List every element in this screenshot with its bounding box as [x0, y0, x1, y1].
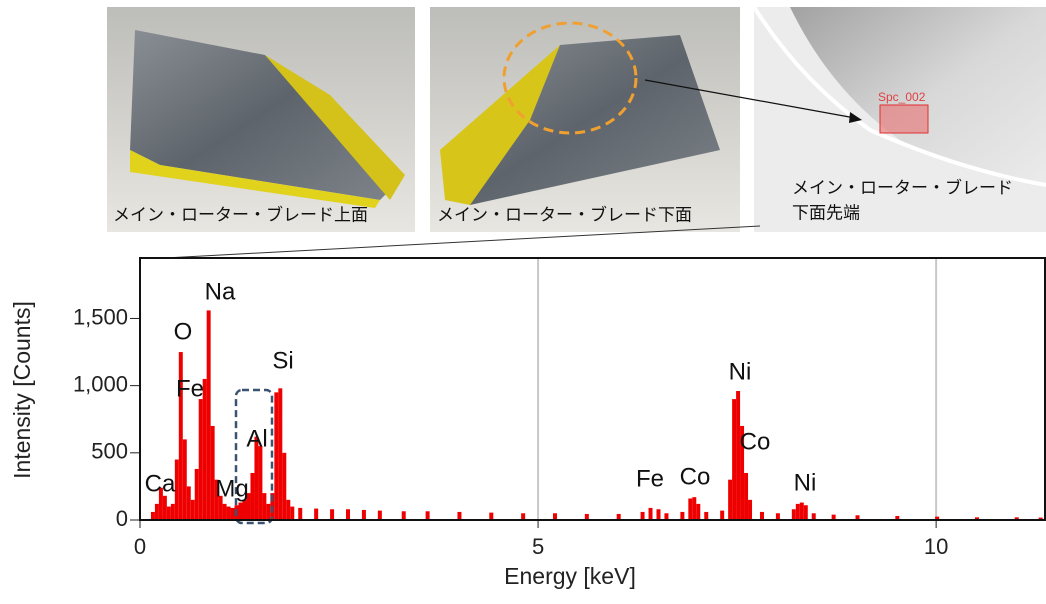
spectrum-bar [167, 507, 171, 520]
y-tick-label: 0 [116, 506, 128, 531]
y-tick-label: 1,500 [73, 304, 128, 329]
spectrum-bar [792, 509, 796, 520]
spectrum-bar [696, 504, 700, 520]
spectrum-bar [298, 508, 302, 520]
spectrum-bar [812, 513, 816, 520]
spectrum-bar [242, 500, 246, 520]
spectrum-bar [258, 446, 262, 520]
peak-label: Na [205, 278, 236, 305]
spectrum-bar [330, 509, 334, 520]
spectrum-bar [155, 504, 159, 520]
spectrum-bar [649, 508, 653, 520]
spectrum-bar [278, 388, 282, 520]
spectrum-bar [553, 513, 557, 520]
y-axis-label: Intensity [Counts] [9, 301, 35, 479]
region-label: Spc_002 [878, 90, 926, 104]
peak-label: O [174, 318, 193, 345]
spectrum-bar [290, 507, 294, 520]
spectrum-bar [760, 512, 764, 520]
spectrum-bar [286, 500, 290, 520]
spectrum-bar [641, 512, 645, 520]
caption: メイン・ローター・ブレード [792, 177, 1013, 197]
spectrum-bar [704, 512, 708, 520]
caption: 下面先端 [792, 203, 860, 222]
x-axis-label: Energy [keV] [504, 563, 636, 589]
spectrum-bar [187, 486, 191, 520]
spectrum-bar [151, 512, 155, 520]
spectrum-bar [163, 496, 167, 520]
spectrum-bar [680, 512, 684, 520]
figure: メイン・ローター・ブレード上面 メイン・ローター・ブレード下面 Spc_002 … [0, 0, 1046, 599]
peak-label: Ni [729, 358, 752, 385]
peak-label: Al [246, 425, 267, 452]
spectrum-bar [720, 511, 724, 520]
spectrum-bar [521, 513, 525, 520]
spectrum-bar [748, 500, 752, 520]
spectrum-bar [732, 399, 736, 520]
x-tick-label: 5 [532, 534, 544, 559]
spectrum-bar [776, 513, 780, 520]
spectrum-bar [274, 392, 278, 520]
spectrum-bar [664, 513, 668, 520]
peak-label: Fe [636, 465, 664, 492]
peak-label: Si [272, 347, 293, 374]
spectrum-bar [692, 497, 696, 520]
spectrum-bar [207, 310, 211, 520]
peak-label: Ca [145, 470, 176, 497]
spectrum-bar [211, 426, 215, 520]
spectrum-bar [231, 508, 235, 520]
y-tick-label: 1,000 [73, 371, 128, 396]
spectrum-bar [227, 507, 231, 520]
spectrum-bar [314, 509, 318, 520]
caption: メイン・ローター・ブレード下面 [437, 204, 692, 224]
spectrum-bar [195, 469, 199, 520]
spectrum-bar [804, 505, 808, 520]
spectrum-bar [191, 500, 195, 520]
spectrum-bar [796, 504, 800, 520]
photo-sem: Spc_002 メイン・ローター・ブレード 下面先端 [754, 7, 1046, 232]
x-tick-label: 10 [924, 534, 948, 559]
caption: メイン・ローター・ブレード上面 [113, 204, 368, 224]
spectrum-bar [262, 493, 266, 520]
spectrum-bar [250, 473, 254, 520]
spectrum-bar [736, 391, 740, 520]
spectrum-bar [266, 504, 270, 520]
spectrum-bar [800, 503, 804, 520]
photo-top: メイン・ローター・ブレード上面 [107, 7, 415, 232]
spectrum-bar [656, 509, 660, 520]
spectrum-bar [378, 511, 382, 520]
spectrum-bar [199, 399, 203, 520]
spectrum-bar [346, 509, 350, 520]
spectrum-bar [688, 499, 692, 520]
spectrum-bar [223, 504, 227, 520]
spectrum-bar [171, 504, 175, 520]
peak-label: Fe [176, 375, 204, 402]
spectrum-bar [744, 473, 748, 520]
spectrum-bar [282, 453, 286, 520]
spectrum-bar [426, 511, 430, 520]
x-tick-label: 0 [134, 534, 146, 559]
y-tick-label: 500 [91, 439, 128, 464]
peak-label: Mg [215, 475, 248, 502]
peak-label: Ni [794, 469, 817, 496]
spectrum-bar [362, 510, 366, 520]
peak-label: Co [680, 463, 711, 490]
spectrum-bar [728, 480, 732, 520]
spectrum-bar [489, 513, 493, 520]
spectrum-bar [239, 503, 243, 520]
spectrum-bar [457, 512, 461, 520]
spectrum-bar [402, 511, 406, 520]
photo-bottom: メイン・ローター・ブレード下面 [430, 7, 740, 232]
peak-label: Co [740, 428, 771, 455]
spectrum-bar [183, 439, 187, 520]
spectrum-bar [175, 460, 179, 520]
